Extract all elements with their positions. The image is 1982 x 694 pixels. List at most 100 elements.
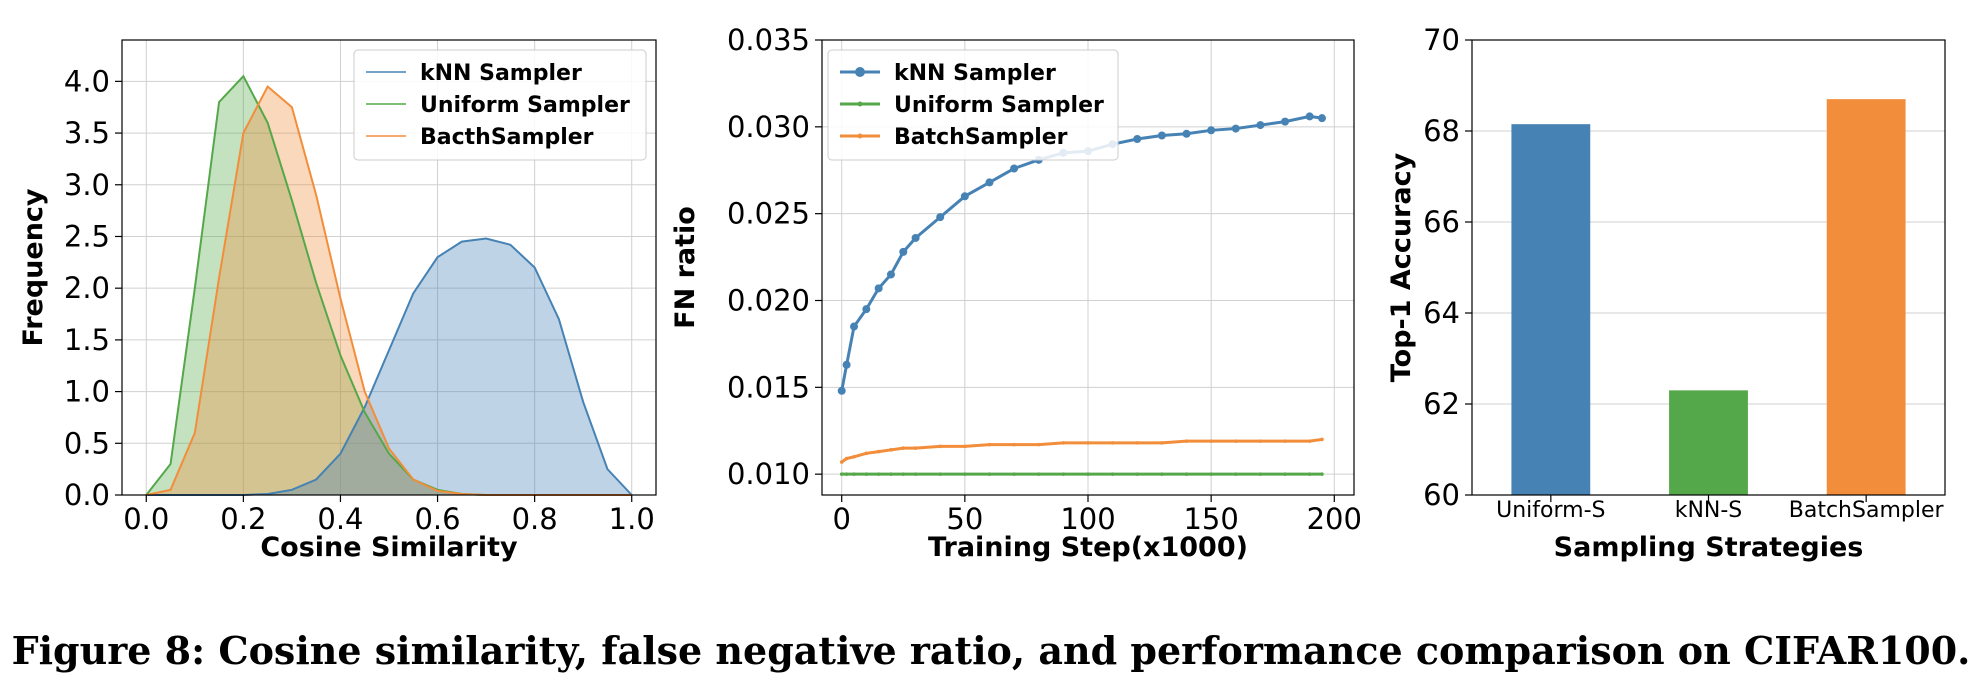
data-point <box>1320 472 1324 476</box>
y-tick-label: 64 <box>1423 296 1460 330</box>
y-axis-label: Top-1 Accuracy <box>1386 152 1417 382</box>
data-point <box>1320 437 1324 442</box>
legend-box <box>827 49 1119 161</box>
data-point <box>839 472 844 476</box>
data-point <box>1207 126 1216 135</box>
y-tick-label: 62 <box>1423 387 1460 421</box>
data-point <box>1184 472 1189 476</box>
y-tick-label: 70 <box>1423 23 1460 57</box>
accuracy-bar-chart: Uniform-S kNN-S BatchSampler 606264666870 … <box>1386 23 1946 563</box>
legend: kNN Sampler Uniform Sampler BacthSampler <box>353 49 647 161</box>
x-axis-label: Training Step(x1000) <box>928 532 1248 563</box>
y-tick-label: 0.0 <box>64 478 110 512</box>
x-tick-label: 0.0 <box>123 502 169 536</box>
legend-label: BatchSampler <box>894 125 1068 150</box>
data-point <box>864 472 869 476</box>
y-tick-label: 3.0 <box>64 168 110 202</box>
data-point <box>1305 112 1314 121</box>
data-point <box>1157 131 1166 140</box>
x-tick-label: 100 <box>1060 502 1115 536</box>
y-tick-label: 66 <box>1423 205 1460 239</box>
x-tick-label: 0.8 <box>512 502 558 536</box>
data-point <box>1086 441 1090 445</box>
data-point <box>839 460 844 464</box>
data-point <box>913 472 918 476</box>
y-axis-label: FN ratio <box>670 206 701 329</box>
data-point <box>1209 439 1213 443</box>
data-point <box>1258 472 1263 476</box>
data-point <box>1010 164 1019 173</box>
histogram-area-0 <box>146 238 632 495</box>
legend-marker <box>855 67 865 77</box>
data-point <box>901 472 906 476</box>
data-point <box>1012 442 1016 447</box>
data-point <box>1184 439 1189 443</box>
bar-uniform-s <box>1511 124 1591 496</box>
data-point <box>850 322 859 331</box>
data-point <box>852 454 856 459</box>
data-point <box>1307 439 1312 443</box>
data-point <box>889 448 893 452</box>
data-point <box>1160 441 1164 445</box>
y-tick-label: 2.0 <box>64 271 110 305</box>
cosine-similarity-chart: 0.0 0.2 0.4 0.6 0.8 1.0 0.0 0.5 1.0 1.5 2.0 2.5 3.0… <box>18 39 657 563</box>
data-point <box>985 178 994 187</box>
x-tick-label: 0.2 <box>220 502 266 536</box>
data-point <box>1036 472 1041 476</box>
data-point <box>844 472 849 476</box>
legend-label: Uniform Sampler <box>894 93 1104 118</box>
data-point <box>1317 114 1326 123</box>
data-point <box>899 247 908 256</box>
data-point <box>1110 441 1115 445</box>
data-point <box>1012 472 1016 476</box>
legend-label: Uniform Sampler <box>420 93 630 118</box>
y-tick-label: 60 <box>1423 478 1460 512</box>
data-point <box>1233 472 1238 476</box>
x-tick-label: BatchSampler <box>1789 498 1945 523</box>
bar-batchsampler <box>1826 99 1906 496</box>
legend-marker <box>857 133 863 139</box>
data-point <box>1233 439 1238 443</box>
x-tick-label: 50 <box>946 502 983 536</box>
data-point <box>987 472 992 476</box>
data-point <box>1160 472 1164 476</box>
bar-knn-s <box>1669 390 1748 495</box>
histogram-area-1 <box>146 76 632 496</box>
data-point <box>938 444 943 449</box>
data-point <box>1258 439 1263 443</box>
data-point <box>1036 442 1041 447</box>
legend-label: kNN Sampler <box>894 61 1056 86</box>
fn-ratio-chart: 0 50 100 150 200 0.010 0.015 0.020 0.025 0.030 0.… <box>670 23 1362 563</box>
data-point <box>987 442 992 447</box>
x-tick-label: Uniform-S <box>1496 498 1605 523</box>
y-axis-label: Frequency <box>18 188 49 346</box>
x-tick-label: 0.4 <box>317 502 363 536</box>
plot-frame <box>121 39 657 496</box>
data-point <box>876 472 881 476</box>
y-tick-label: 0.020 <box>727 283 810 317</box>
data-point <box>837 386 846 395</box>
y-tick-label: 1.0 <box>64 375 110 409</box>
data-point <box>1135 441 1140 445</box>
y-tick-label: 4.0 <box>64 64 110 98</box>
figure-caption: Figure 8: Cosine similarity, false negat… <box>11 628 1971 673</box>
data-point <box>1061 472 1066 476</box>
x-tick-label: 1.0 <box>609 502 655 536</box>
x-tick-label: 150 <box>1183 502 1238 536</box>
x-tick-label: 200 <box>1307 502 1362 536</box>
y-tick-label: 0.5 <box>64 426 110 460</box>
series-line-2 <box>840 437 1323 464</box>
y-tick-label: 0.035 <box>727 23 810 57</box>
data-point <box>1209 472 1213 476</box>
y-tick-label: 2.5 <box>64 219 110 253</box>
data-point <box>844 456 849 461</box>
data-point <box>842 360 851 369</box>
legend: kNN Sampler Uniform Sampler BatchSampler <box>827 49 1119 161</box>
data-point <box>938 472 943 476</box>
data-point <box>886 270 895 279</box>
data-point <box>862 305 871 314</box>
data-point <box>889 472 893 476</box>
data-point <box>876 449 881 454</box>
data-point <box>1061 441 1066 445</box>
data-point <box>864 451 869 456</box>
